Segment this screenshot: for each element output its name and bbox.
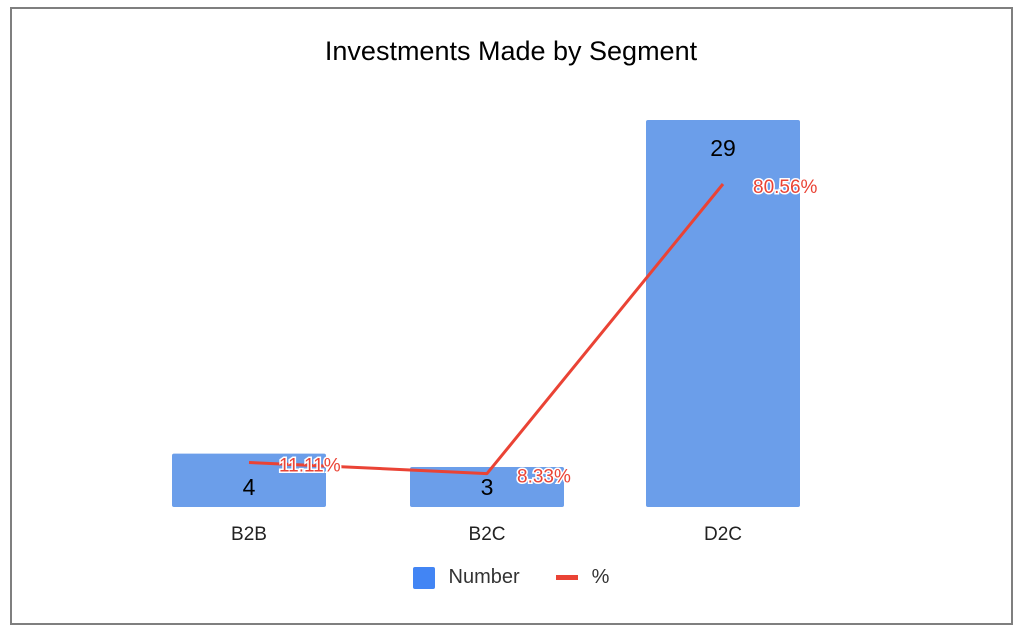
x-tick-b2c: B2C: [469, 524, 506, 545]
legend-label-number: Number: [448, 566, 520, 588]
chart-title: Investments Made by Segment: [324, 36, 698, 66]
chart-legend: Number %: [0, 566, 1022, 589]
bar-b2c: [410, 466, 564, 507]
bar-label-b2c: 3: [481, 474, 494, 500]
legend-item-percent[interactable]: %: [555, 566, 610, 589]
x-tick-b2b: B2B: [231, 524, 267, 545]
bar-d2c: [646, 120, 800, 507]
legend-swatch-number: [412, 566, 435, 589]
line-percent: [248, 183, 725, 476]
x-tick-d2c: D2C: [704, 524, 742, 545]
legend-item-number[interactable]: Number: [412, 566, 520, 589]
line-label-d2c: 80.56%: [753, 177, 818, 198]
chart-frame: [10, 7, 1013, 625]
line-label-b2c: 8.33%: [517, 467, 571, 488]
line-label-b2b: 11.11%: [279, 455, 341, 476]
legend-label-percent: %: [591, 566, 610, 588]
bar-label-d2c: 29: [710, 135, 736, 161]
bar-b2b: [172, 453, 326, 507]
bar-label-b2b: 4: [243, 474, 256, 500]
legend-swatch-percent: [555, 575, 578, 580]
